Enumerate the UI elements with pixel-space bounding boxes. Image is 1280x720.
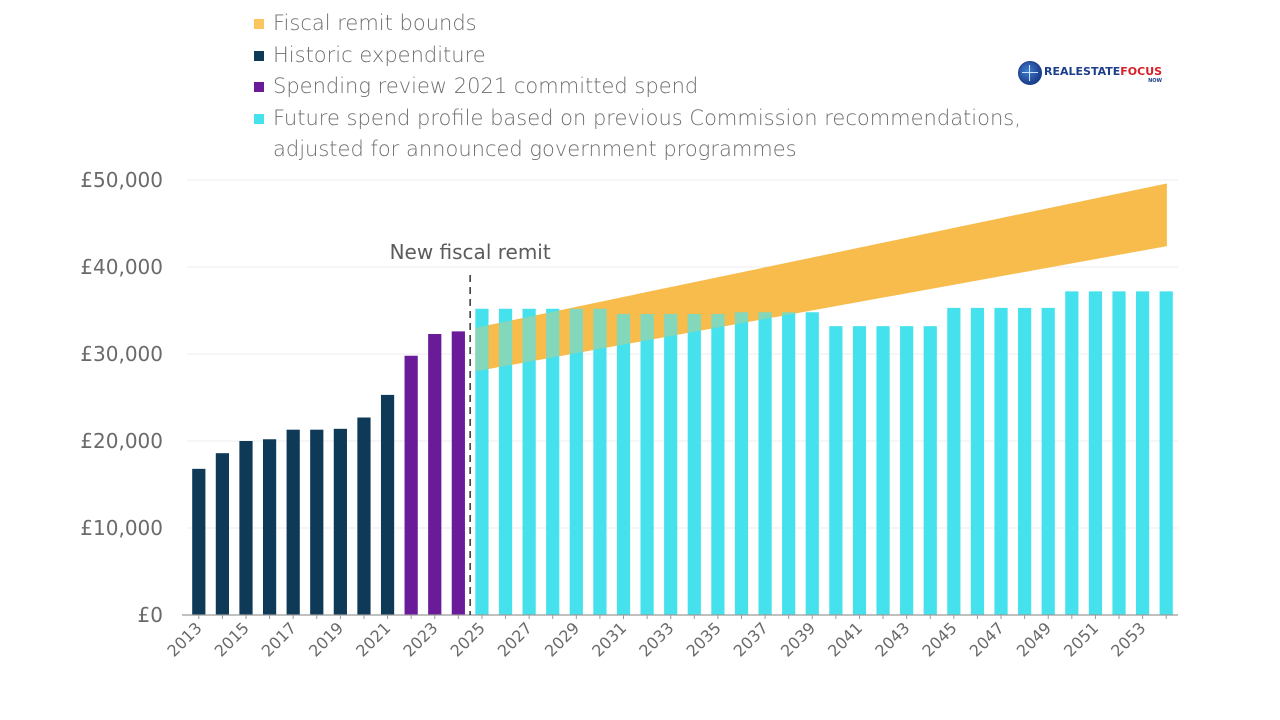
y-tick-label: £30,000 bbox=[80, 342, 163, 366]
bar-2046 bbox=[970, 307, 985, 615]
annotation-label: New fiscal remit bbox=[390, 240, 551, 264]
x-tick-label: 2019 bbox=[305, 618, 347, 660]
bar-2038 bbox=[782, 312, 796, 615]
x-tick-label: 2033 bbox=[635, 618, 677, 660]
bar-2022 bbox=[404, 355, 418, 615]
bar-2031 bbox=[616, 313, 631, 615]
bar-2020 bbox=[357, 417, 371, 615]
x-tick-label: 2049 bbox=[1013, 618, 1055, 660]
legend-swatch bbox=[254, 19, 264, 29]
x-tick-label: 2023 bbox=[399, 618, 441, 660]
logo: REALESTATEFOCUS NOW bbox=[1018, 60, 1162, 86]
x-tick-label: 2025 bbox=[447, 618, 489, 660]
bar-2039 bbox=[805, 312, 819, 615]
grid-lines bbox=[187, 179, 1178, 529]
legend-swatch bbox=[254, 113, 264, 124]
bar-2051 bbox=[1088, 291, 1103, 615]
x-tick-label: 2037 bbox=[730, 618, 772, 660]
band-overlay bbox=[475, 183, 1167, 372]
bars bbox=[192, 291, 1173, 615]
bar-2040 bbox=[829, 326, 843, 615]
legend-label: Spending review 2021 committed spend bbox=[273, 74, 699, 98]
bar-2034 bbox=[687, 313, 701, 615]
x-tick-label: 2043 bbox=[871, 618, 913, 660]
logo-subtext: NOW bbox=[1148, 78, 1163, 84]
bar-2041 bbox=[852, 326, 867, 615]
bar-2036 bbox=[734, 312, 749, 615]
bar-2049 bbox=[1041, 307, 1055, 615]
bar-2035 bbox=[711, 313, 725, 615]
bar-2052 bbox=[1112, 291, 1126, 615]
x-tick-label: 2015 bbox=[211, 618, 253, 660]
logo-text: REALESTATEFOCUS NOW bbox=[1044, 62, 1162, 84]
annotations: New fiscal remit bbox=[390, 240, 551, 615]
bar-2023 bbox=[428, 333, 442, 615]
x-tick-label: 2045 bbox=[918, 618, 960, 660]
x-tick-label: 2035 bbox=[682, 618, 724, 660]
bar-2028 bbox=[546, 308, 560, 615]
globe-icon bbox=[1018, 61, 1042, 85]
x-tick-label: 2039 bbox=[777, 618, 819, 660]
x-tick-label: 2041 bbox=[824, 618, 866, 660]
bar-2047 bbox=[994, 307, 1008, 615]
bar-2044 bbox=[923, 326, 937, 615]
legend-item: Future spend profile based on previous C… bbox=[254, 103, 1021, 166]
bar-2017 bbox=[286, 429, 300, 615]
legend-swatch bbox=[254, 50, 264, 61]
bar-2015 bbox=[239, 441, 253, 615]
bar-2053 bbox=[1136, 291, 1150, 615]
legend-item: Fiscal remit bounds bbox=[254, 8, 1021, 40]
x-tick-label: 2047 bbox=[966, 618, 1008, 660]
x-tick-label: 2027 bbox=[494, 618, 536, 660]
bar-2030 bbox=[593, 308, 607, 615]
bar-2014 bbox=[215, 453, 229, 615]
bar-2032 bbox=[640, 313, 654, 615]
logo-word-realestate: REALESTATE bbox=[1044, 65, 1121, 78]
legend-item: Spending review 2021 committed spend bbox=[254, 71, 1021, 103]
legend-label: Future spend profile based on previous C… bbox=[273, 105, 1021, 162]
x-tick-label: 2017 bbox=[258, 618, 300, 660]
y-tick-label: £40,000 bbox=[80, 255, 163, 279]
fiscal-remit-bounds-overlay bbox=[475, 183, 1167, 372]
bar-2029 bbox=[569, 308, 583, 615]
bar-2033 bbox=[664, 313, 678, 615]
bar-2048 bbox=[1018, 307, 1032, 615]
y-tick-label: £20,000 bbox=[80, 429, 163, 453]
bar-2021 bbox=[380, 394, 395, 615]
x-tick-label: 2031 bbox=[588, 618, 630, 660]
legend-label: Historic expenditure bbox=[273, 42, 486, 67]
x-tick-label: 2053 bbox=[1107, 618, 1149, 660]
bar-2024 bbox=[451, 331, 465, 615]
legend-item: Historic expenditure bbox=[254, 40, 1021, 72]
y-tick-label: £10,000 bbox=[80, 516, 163, 540]
x-tick-label: 2029 bbox=[541, 618, 583, 660]
bar-2025 bbox=[475, 308, 489, 615]
logo-word-focus: FOCUS bbox=[1120, 65, 1163, 78]
bar-2042 bbox=[876, 326, 890, 615]
bar-2027 bbox=[522, 308, 536, 615]
legend: Fiscal remit bounds Historic expenditure S… bbox=[254, 8, 1021, 166]
bar-2045 bbox=[947, 307, 961, 615]
bar-2037 bbox=[758, 312, 772, 615]
bar-2026 bbox=[498, 308, 513, 615]
y-tick-label: £50,000 bbox=[80, 168, 163, 192]
bar-2018 bbox=[310, 429, 324, 615]
bar-2050 bbox=[1065, 291, 1079, 615]
legend-label: Fiscal remit bounds bbox=[273, 11, 477, 35]
bar-2016 bbox=[262, 439, 277, 615]
bar-2013 bbox=[192, 468, 206, 615]
x-tick-label: 2013 bbox=[163, 618, 205, 660]
x-tick-label: 2051 bbox=[1060, 618, 1102, 660]
bar-2054 bbox=[1159, 291, 1173, 615]
x-tick-label: 2021 bbox=[352, 618, 394, 660]
y-tick-label: £0 bbox=[138, 603, 163, 627]
bar-2043 bbox=[900, 326, 914, 615]
bar-2019 bbox=[333, 428, 347, 615]
legend-swatch bbox=[254, 82, 264, 92]
